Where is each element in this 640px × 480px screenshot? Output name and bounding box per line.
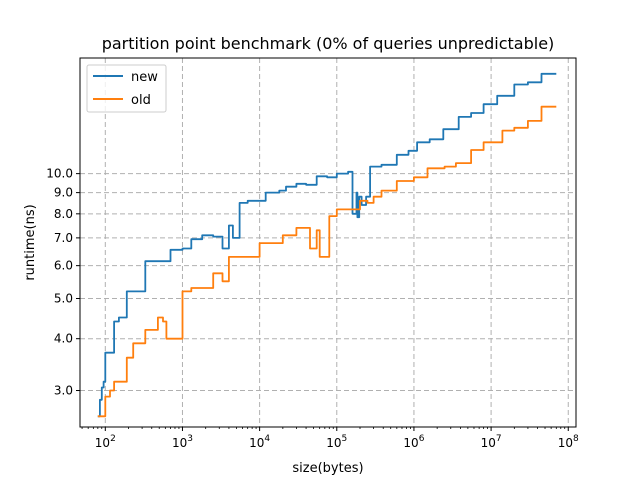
y-tick-label: 10.0 xyxy=(46,167,73,181)
y-tick-label: 9.0 xyxy=(54,186,73,200)
y-tick-label: 3.0 xyxy=(54,384,73,398)
legend: new old xyxy=(86,64,167,113)
series-layer xyxy=(97,72,557,418)
legend-label-old: old xyxy=(131,93,151,108)
x-tick-label: 102 xyxy=(95,434,116,450)
series-line-old xyxy=(97,105,557,418)
legend-label-new: new xyxy=(131,70,158,85)
y-tick-label: 6.0 xyxy=(54,259,73,273)
ticks: 102 103 104 105 106 107 108 3.0 4.0 5.0 6.0 7.0 8.0 9… xyxy=(46,167,579,450)
x-tick-label: 107 xyxy=(481,434,502,450)
x-axis-label: size(bytes) xyxy=(292,461,363,476)
y-tick-label: 4.0 xyxy=(54,332,73,346)
x-tick-label: 104 xyxy=(249,434,270,450)
x-tick-label: 106 xyxy=(403,434,424,450)
plot-frame xyxy=(79,57,577,428)
y-tick-label: 8.0 xyxy=(54,207,73,221)
y-tick-label: 7.0 xyxy=(54,231,73,245)
x-tick-label: 105 xyxy=(326,434,347,450)
x-tick-label: 108 xyxy=(558,434,579,450)
y-axis-label: runtime(ns) xyxy=(23,204,38,280)
series-line-new xyxy=(97,72,557,418)
x-tick-label: 103 xyxy=(172,434,193,450)
chart-title: partition point benchmark (0% of queries… xyxy=(102,34,555,53)
y-tick-label: 5.0 xyxy=(54,291,73,305)
